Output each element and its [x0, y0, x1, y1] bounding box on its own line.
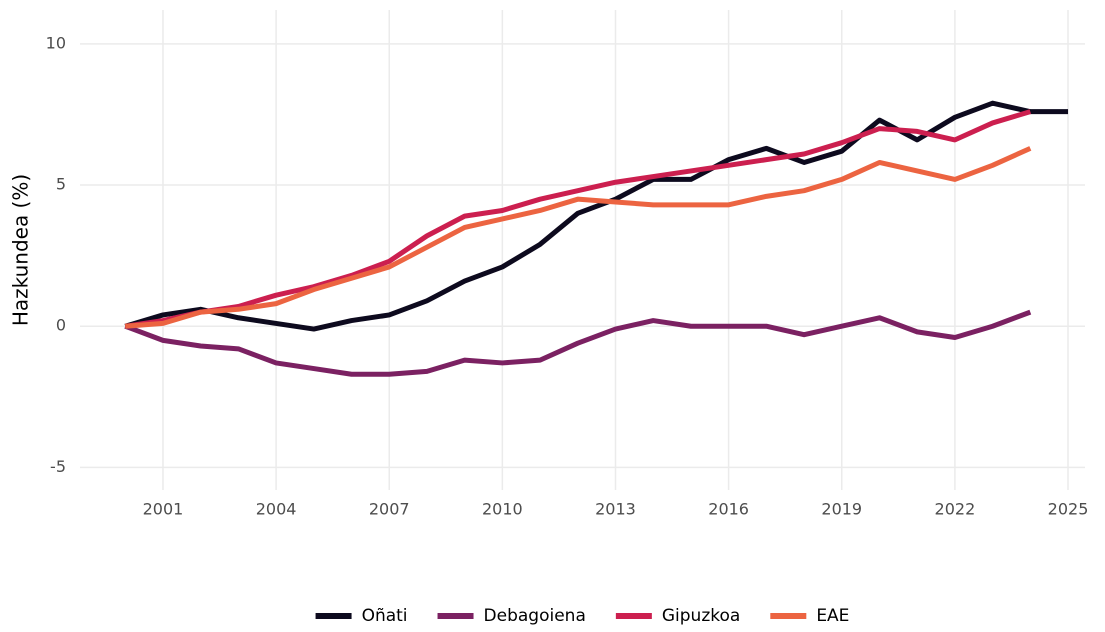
x-tick-label: 2004 — [256, 500, 297, 519]
y-axis-label: Hazkundea (%) — [9, 174, 33, 326]
x-tick-label: 2010 — [482, 500, 523, 519]
line — [125, 146, 1032, 329]
x-tick-label: 2019 — [821, 500, 862, 519]
x-tick-label: 2025 — [1048, 500, 1089, 519]
line — [124, 309, 1032, 377]
x-tick-label: 2022 — [935, 500, 976, 519]
legend-label: EAE — [816, 606, 849, 626]
line — [124, 109, 1032, 329]
x-tick-label: 2013 — [595, 500, 636, 519]
legend-label: Oñati — [362, 606, 408, 626]
y-tick-label: 5 — [56, 175, 66, 194]
x-tick-label: 2001 — [143, 500, 184, 519]
x-tick-label: 2007 — [369, 500, 410, 519]
y-tick-label: -5 — [50, 457, 66, 476]
line — [124, 100, 1069, 332]
y-tick-label: 10 — [46, 33, 66, 52]
x-tick-label: 2016 — [708, 500, 749, 519]
y-tick-label: 0 — [56, 316, 66, 335]
legend-label: Gipuzkoa — [662, 606, 740, 626]
legend-label: Debagoiena — [484, 606, 586, 626]
